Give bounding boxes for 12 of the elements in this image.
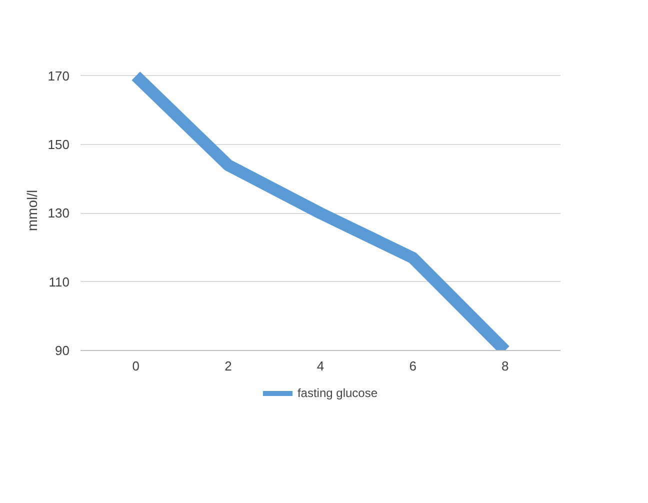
- x-tick-label: 2: [224, 358, 232, 374]
- y-tick-label: 170: [48, 68, 70, 84]
- y-tick-label: 150: [48, 137, 70, 152]
- legend-label: fasting glucose: [297, 386, 378, 400]
- x-tick-label: 6: [409, 358, 416, 374]
- x-tick-label: 4: [316, 358, 324, 374]
- y-tick-label: 90: [55, 343, 70, 358]
- x-tick-label: 0: [132, 358, 140, 374]
- x-tick-label: 8: [502, 358, 509, 374]
- y-tick-label: 110: [48, 274, 70, 290]
- y-tick-label: 130: [48, 206, 70, 221]
- y-axis-title: mmol/l: [24, 190, 40, 232]
